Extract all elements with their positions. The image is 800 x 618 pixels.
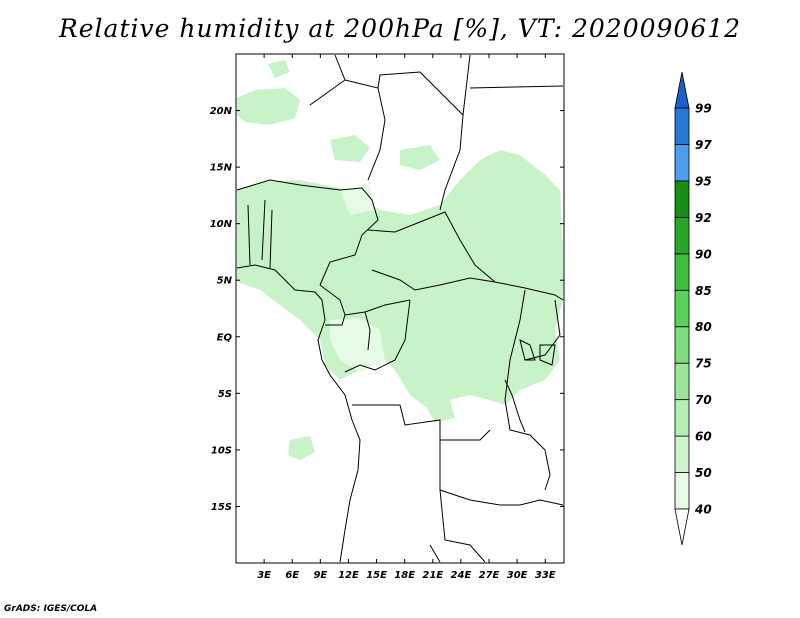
- colorbar-label: 90: [695, 247, 712, 261]
- colorbar-label: 97: [695, 138, 712, 152]
- chart-title: Relative humidity at 200hPa [%], VT: 202…: [58, 14, 742, 43]
- colorbar-segment: [674, 253, 690, 291]
- lat-tick-label: 10S: [211, 445, 232, 456]
- colorbar-label: 99: [695, 102, 712, 116]
- lon-tick-label: 6E: [285, 570, 299, 581]
- colorbar-segment: [674, 362, 690, 401]
- longitude-axis: 3E 6E 9E 12E 15E 18E 21E 24E 27E 30E 33E: [257, 54, 556, 581]
- lon-tick-label: 12E: [338, 570, 359, 581]
- colorbar-segment: [674, 399, 690, 437]
- colorbar-segment: [674, 216, 690, 255]
- colorbar-lower-arrow: [674, 508, 690, 546]
- lat-tick-label: 10N: [210, 219, 233, 230]
- colorbar-label: 70: [695, 393, 712, 407]
- map-frame: [235, 53, 565, 564]
- colorbar-label: 92: [695, 211, 712, 225]
- colorbar-label: 50: [695, 466, 712, 480]
- colorbar: 40 50 60 70 75 80 85 90 92 95 97 99: [674, 71, 712, 546]
- lat-tick-label: EQ: [217, 332, 233, 343]
- colorbar-segment: [674, 289, 690, 328]
- lon-tick-label: 21E: [422, 570, 443, 581]
- lat-tick-label: 5S: [218, 389, 232, 400]
- country-borders: [236, 54, 564, 563]
- colorbar-label: 85: [695, 284, 712, 298]
- lon-tick-label: 15E: [366, 570, 387, 581]
- lat-tick-label: 15N: [210, 163, 233, 174]
- lat-tick-label: 15S: [211, 502, 232, 513]
- colorbar-segment: [674, 180, 690, 218]
- colorbar-segment: [674, 326, 690, 364]
- colorbar-label: 40: [694, 503, 712, 517]
- lon-tick-label: 9E: [313, 570, 327, 581]
- latitude-axis: 20N 15N 10N 5N EQ 5S 10S 15S: [210, 106, 564, 513]
- lon-tick-label: 30E: [507, 570, 528, 581]
- lon-tick-label: 24E: [451, 570, 472, 581]
- colorbar-segment: [674, 144, 690, 182]
- colorbar-label: 60: [695, 430, 712, 444]
- colorbar-label: 80: [695, 320, 712, 334]
- colorbar-upper-arrow: [674, 71, 690, 109]
- colorbar-segment: [674, 435, 690, 473]
- colorbar-segment: [674, 472, 690, 510]
- credit-text: GrADS: IGES/COLA: [4, 604, 98, 614]
- colorbar-segment: [674, 107, 690, 145]
- lon-tick-label: 27E: [479, 570, 500, 581]
- lon-tick-label: 3E: [257, 570, 271, 581]
- colorbar-label: 95: [695, 174, 712, 188]
- lat-tick-label: 5N: [217, 276, 233, 287]
- lat-tick-label: 20N: [210, 106, 233, 117]
- colorbar-label: 75: [695, 357, 712, 371]
- lon-tick-label: 18E: [394, 570, 415, 581]
- lon-tick-label: 33E: [535, 570, 556, 581]
